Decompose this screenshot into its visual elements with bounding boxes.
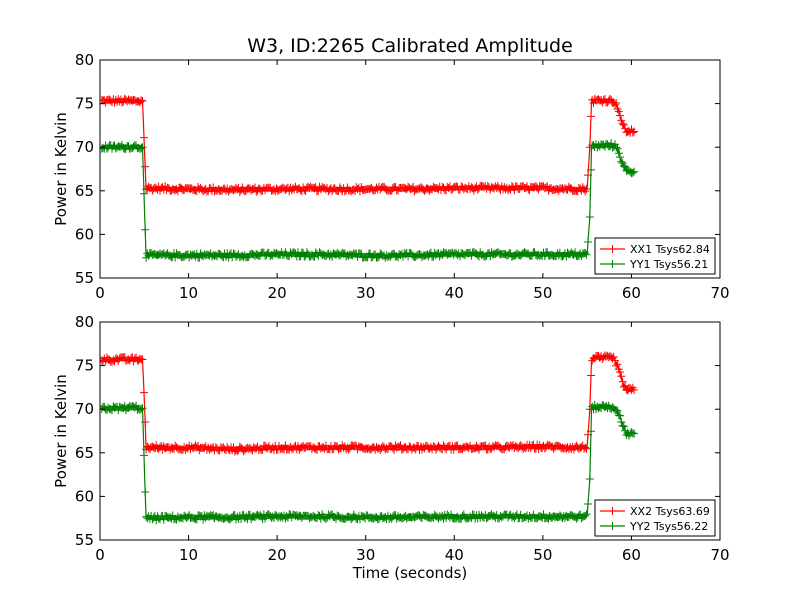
legend-label: YY2 Tsys56.22 xyxy=(629,520,708,533)
x-tick-label: 60 xyxy=(622,546,641,564)
legend: XX2 Tsys63.69 YY2 Tsys56.22 xyxy=(594,499,716,537)
y-tick-label: 70 xyxy=(75,400,94,418)
series-line-1 xyxy=(101,96,635,194)
x-tick-label: 40 xyxy=(445,284,464,302)
series-group xyxy=(100,94,639,262)
x-axis-label: Time (seconds) xyxy=(352,564,468,582)
x-tick-label: 20 xyxy=(268,284,287,302)
y-axis-label: Power in Kelvin xyxy=(52,374,70,488)
x-tick-label: 70 xyxy=(710,546,729,564)
x-tick-label: 10 xyxy=(179,546,198,564)
subplot-1: 0 10 20 30 40 50 60 70 55 60 65 70 75 80 Power in Kelv… xyxy=(52,51,730,302)
legend-marker xyxy=(608,507,617,515)
axes-frame xyxy=(99,59,721,279)
legend-marker xyxy=(608,260,617,268)
legend-box xyxy=(594,499,716,537)
x-tick-label: 0 xyxy=(95,284,105,302)
x-tick-label: 40 xyxy=(445,546,464,564)
series-line-2 xyxy=(101,402,635,523)
legend-box xyxy=(594,237,716,275)
x-tick-label: 30 xyxy=(356,546,375,564)
y-tick-label: 75 xyxy=(75,357,94,375)
x-tick-label: 30 xyxy=(356,284,375,302)
legend-marker xyxy=(608,245,617,253)
x-tick-label: 20 xyxy=(268,546,287,564)
x-tick-label: 60 xyxy=(622,284,641,302)
plots-container: 0 10 20 30 40 50 60 70 55 60 65 70 75 80 Power in Kelv… xyxy=(52,51,730,582)
series-line-1 xyxy=(101,354,635,453)
y-tick-label: 75 xyxy=(75,95,94,113)
y-tick-label: 55 xyxy=(75,531,94,549)
series-markers-1 xyxy=(100,94,639,196)
x-tick-label: 70 xyxy=(710,284,729,302)
chart-title: W3, ID:2265 Calibrated Amplitude xyxy=(247,35,573,57)
legend: XX1 Tsys62.84 YY1 Tsys56.21 xyxy=(594,237,716,275)
legend-label: XX2 Tsys63.69 xyxy=(630,505,710,518)
y-tick-label: 70 xyxy=(75,138,94,156)
series-markers-2 xyxy=(100,139,639,262)
legend-label: YY1 Tsys56.21 xyxy=(629,258,708,271)
series-markers-2 xyxy=(100,400,639,525)
subplot-2: 0 10 20 30 40 50 60 70 55 60 65 70 75 80 Power in Kelv… xyxy=(52,313,730,582)
y-tick-label: 80 xyxy=(75,313,94,331)
y-axis-label: Power in Kelvin xyxy=(52,112,70,226)
y-tick-label: 60 xyxy=(75,225,94,243)
y-tick-label: 65 xyxy=(75,182,94,200)
series-line-2 xyxy=(101,141,635,260)
y-tick-label: 60 xyxy=(75,487,94,505)
x-tick-label: 50 xyxy=(533,546,552,564)
legend-marker xyxy=(608,522,617,530)
x-tick-label: 10 xyxy=(179,284,198,302)
legend-label: XX1 Tsys62.84 xyxy=(630,243,710,256)
x-tick-label: 50 xyxy=(533,284,552,302)
x-tick-label: 0 xyxy=(95,546,105,564)
axes-frame xyxy=(99,321,721,541)
y-tick-label: 65 xyxy=(75,444,94,462)
y-tick-label: 80 xyxy=(75,51,94,69)
series-group xyxy=(100,351,639,525)
y-tick-label: 55 xyxy=(75,269,94,287)
series-markers-1 xyxy=(100,351,639,456)
